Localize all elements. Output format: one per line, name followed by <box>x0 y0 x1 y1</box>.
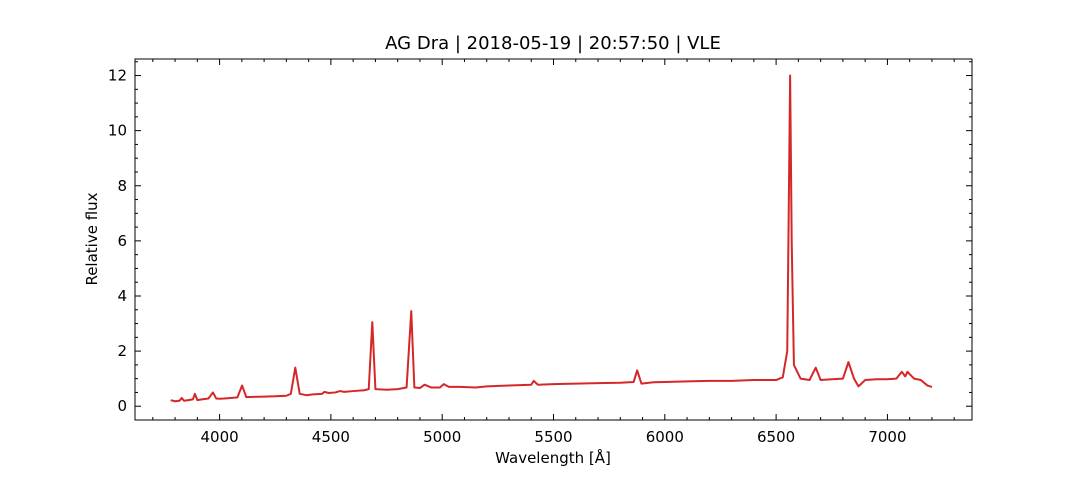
y-tick-label: 0 <box>117 397 127 415</box>
x-tick-label: 5500 <box>534 428 572 446</box>
chart-title: AG Dra | 2018-05-19 | 20:57:50 | VLE <box>385 33 721 54</box>
x-axis: 4000 4500 5000 5500 6000 6500 7000 <box>152 59 955 446</box>
y-tick-label: 2 <box>117 342 127 360</box>
y-tick-label: 6 <box>117 232 127 250</box>
y-tick-label: 8 <box>117 177 127 195</box>
y-axis: 0 2 4 6 8 10 12 <box>108 61 972 415</box>
y-tick-label: 4 <box>117 287 127 305</box>
y-axis-label: Relative flux <box>83 192 101 285</box>
x-tick-label: 6000 <box>646 428 684 446</box>
x-tick-label: 6500 <box>757 428 795 446</box>
x-tick-label: 7000 <box>868 428 906 446</box>
y-tick-label: 12 <box>108 67 127 85</box>
x-tick-label: 5000 <box>423 428 461 446</box>
spectrum-line <box>170 74 933 403</box>
x-tick-label: 4000 <box>200 428 238 446</box>
x-tick-label: 4500 <box>312 428 350 446</box>
y-tick-label: 10 <box>108 122 127 140</box>
x-axis-label: Wavelength [Å] <box>495 448 611 467</box>
